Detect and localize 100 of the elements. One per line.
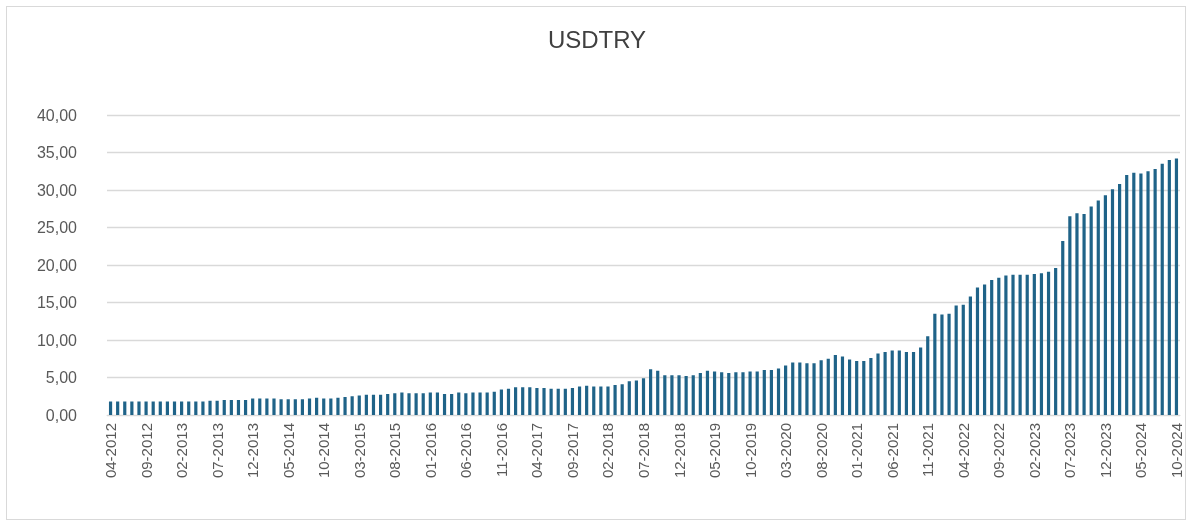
bar <box>1110 189 1115 415</box>
x-tick-label: 04-2012 <box>102 423 120 479</box>
bar <box>1032 274 1036 415</box>
bar <box>435 392 440 415</box>
y-tick-label: 25,00 <box>36 219 78 236</box>
bar <box>1174 158 1179 415</box>
bar <box>826 358 830 415</box>
bar <box>130 401 134 415</box>
bar <box>847 359 852 415</box>
bar <box>123 401 127 415</box>
x-tick-label: 10-2019 <box>741 423 759 479</box>
x-tick-label: 10-2024 <box>1167 423 1185 479</box>
bar <box>883 352 887 415</box>
bar <box>236 400 241 415</box>
bar <box>677 375 681 415</box>
bar <box>208 400 212 415</box>
bar <box>599 386 603 415</box>
bar <box>286 399 290 415</box>
bar <box>563 388 567 415</box>
bar <box>116 401 120 415</box>
bar <box>1132 172 1136 415</box>
bar <box>442 394 447 415</box>
bar <box>343 397 347 415</box>
bar <box>535 388 539 415</box>
x-tick-label: 02-2013 <box>173 423 191 479</box>
bar <box>421 393 425 415</box>
bar <box>400 392 404 415</box>
bar <box>371 394 376 415</box>
bar <box>691 375 695 415</box>
bar <box>229 400 233 415</box>
y-tick-label: 10,00 <box>36 331 78 349</box>
bar <box>798 362 802 415</box>
x-tick-label: 04-2017 <box>528 423 546 479</box>
bar <box>954 305 958 415</box>
bar <box>933 313 937 415</box>
bar <box>627 381 631 415</box>
bar <box>620 384 624 415</box>
x-tick-label: 06-2016 <box>457 423 475 479</box>
bar <box>1046 271 1051 415</box>
bar <box>833 355 837 415</box>
bar <box>322 398 326 415</box>
bar <box>982 284 987 415</box>
bar <box>762 370 766 415</box>
chart-title: USDTRY <box>547 25 647 53</box>
bar <box>350 396 354 415</box>
bar <box>1096 200 1100 415</box>
bar <box>194 401 198 415</box>
bar <box>1075 213 1079 415</box>
bar <box>649 369 653 415</box>
bar <box>378 394 383 415</box>
bar <box>414 393 418 415</box>
x-tick-label: 11-2021 <box>919 423 937 477</box>
bar <box>720 372 724 415</box>
bar <box>975 287 980 415</box>
bar <box>769 370 774 415</box>
x-tick-label: 05-2024 <box>1132 423 1150 479</box>
bar <box>307 398 312 415</box>
bar <box>968 296 972 415</box>
x-tick-label: 09-2017 <box>563 423 581 479</box>
bar <box>528 387 532 415</box>
x-tick-label: 06-2021 <box>883 423 901 479</box>
x-tick-label: 01-2021 <box>848 423 866 479</box>
bar <box>812 363 816 415</box>
bar <box>1167 160 1171 415</box>
x-tick-label: 03-2020 <box>777 423 795 479</box>
bar <box>926 336 930 415</box>
bar <box>293 399 297 415</box>
bar <box>393 393 397 415</box>
bar <box>840 356 845 415</box>
bar <box>1061 241 1065 415</box>
bar <box>961 304 965 415</box>
x-tick-label: 12-2023 <box>1096 423 1114 479</box>
bar <box>904 352 909 415</box>
bar <box>940 314 944 415</box>
bar <box>357 395 361 415</box>
bar <box>1089 206 1093 415</box>
bar <box>712 371 717 415</box>
bar <box>506 388 511 415</box>
y-tick-label: 5,00 <box>45 369 78 386</box>
bar <box>215 400 219 415</box>
x-tick-label: 02-2018 <box>599 423 617 479</box>
y-tick-label: 20,00 <box>36 256 78 274</box>
bar <box>450 394 454 415</box>
bar <box>1153 169 1157 415</box>
bar <box>911 352 916 415</box>
bar <box>656 370 660 415</box>
bar <box>556 388 560 415</box>
bar <box>336 397 340 415</box>
bar <box>265 398 269 415</box>
x-tick-label: 05-2019 <box>706 423 724 479</box>
bar <box>897 350 901 415</box>
bar <box>180 401 184 415</box>
bar <box>542 388 546 415</box>
y-tick-label: 30,00 <box>36 181 78 199</box>
x-tick-label: 07-2023 <box>1061 423 1079 479</box>
bar <box>1068 216 1072 415</box>
bar <box>1018 274 1022 415</box>
bar <box>805 363 809 415</box>
bar <box>592 386 596 415</box>
bar <box>137 401 141 415</box>
